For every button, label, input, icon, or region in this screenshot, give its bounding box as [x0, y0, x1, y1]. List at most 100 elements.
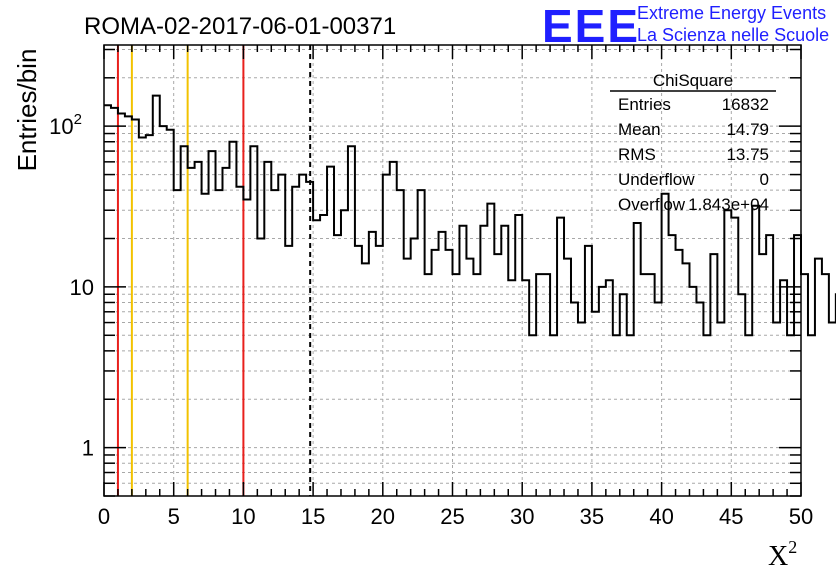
- histogram-bin: [794, 235, 801, 496]
- histogram-bin: [139, 138, 146, 496]
- stats-label: RMS: [618, 145, 656, 164]
- histogram-bin: [536, 274, 543, 496]
- chart-title: ROMA-02-2017-06-01-00371: [84, 13, 396, 40]
- histogram-bin: [752, 206, 759, 496]
- histogram-bin: [160, 126, 167, 496]
- histogram-bin: [508, 280, 515, 496]
- histogram-bin: [222, 168, 229, 496]
- histogram-bin: [383, 175, 390, 496]
- stats-value: 14.79: [726, 120, 769, 139]
- histogram-bin: [376, 246, 383, 496]
- histogram-bin: [118, 113, 125, 496]
- histogram-bin: [564, 259, 571, 496]
- x-tick-label: 10: [231, 504, 255, 529]
- histogram-bin: [634, 223, 641, 496]
- histogram-bin: [439, 232, 446, 496]
- histogram-bin: [773, 323, 780, 496]
- histogram-bin: [710, 254, 717, 496]
- histogram-bin: [717, 323, 724, 496]
- histogram-bin: [313, 220, 320, 496]
- histogram-bin: [613, 335, 620, 496]
- x-tick-label: 5: [168, 504, 180, 529]
- histogram-bin: [731, 218, 738, 496]
- histogram-bin: [724, 210, 731, 496]
- axis-ticks: [103, 45, 802, 497]
- histogram-bin: [662, 194, 669, 496]
- histogram-series: [104, 94, 836, 337]
- histogram-bin: [390, 162, 397, 496]
- histogram-bin: [669, 235, 676, 496]
- histogram-bin: [466, 259, 473, 496]
- histogram-bin: [571, 302, 578, 496]
- x-tick-label: 30: [510, 504, 534, 529]
- histogram-bin: [397, 190, 404, 496]
- histogram-bin: [195, 162, 202, 496]
- x-tick-label: 45: [719, 504, 743, 529]
- histogram-bin: [620, 294, 627, 496]
- y-tick-label: 10: [70, 275, 94, 300]
- histogram-bin: [446, 250, 453, 496]
- histogram-bin: [480, 226, 487, 496]
- histogram-bin: [522, 280, 529, 496]
- stats-label: Underflow: [618, 170, 695, 189]
- x-tick-label: 20: [371, 504, 395, 529]
- histogram-bin: [592, 312, 599, 496]
- histogram-bin: [808, 335, 815, 496]
- histogram-bin: [425, 274, 432, 496]
- stats-value: 13.75: [726, 145, 769, 164]
- histogram-bin: [327, 167, 334, 496]
- histogram-bin: [487, 204, 494, 496]
- histogram-bin: [676, 250, 683, 496]
- stats-label: Mean: [618, 120, 661, 139]
- histogram-bin: [257, 239, 264, 496]
- logo-line1: Extreme Energy Events: [637, 3, 826, 23]
- histogram-bin: [236, 187, 243, 496]
- histogram-bin: [822, 274, 829, 496]
- histogram-bin: [515, 215, 522, 496]
- histogram-bin: [599, 287, 606, 496]
- histogram-bin: [299, 175, 306, 496]
- y-tick-labels: 1 10 102: [49, 111, 94, 460]
- histogram-bin: [494, 254, 501, 496]
- histogram-bin: [655, 302, 662, 496]
- histogram-bin: [362, 263, 369, 496]
- histogram-bin: [188, 168, 195, 496]
- histogram-bin: [683, 263, 690, 496]
- histogram-bin: [250, 146, 257, 496]
- histogram-bin: [229, 142, 236, 496]
- x-tick-label: 0: [98, 504, 110, 529]
- histogram-bin: [418, 190, 425, 496]
- grid: [104, 45, 801, 497]
- histogram-bin: [578, 323, 585, 496]
- histogram-bin: [271, 190, 278, 496]
- x-tick-label: 35: [580, 504, 604, 529]
- histogram-bin: [648, 274, 655, 496]
- histogram-bin: [766, 235, 773, 496]
- x-tick-labels: 0 5 10 15 20 25 30 35 40 45 50: [98, 504, 813, 529]
- histogram-bin: [501, 226, 508, 496]
- reference-lines: [116, 45, 312, 496]
- histogram-bin: [306, 182, 313, 496]
- histogram-bin: [348, 146, 355, 496]
- histogram-bin: [146, 135, 153, 496]
- histogram-bin: [703, 335, 710, 496]
- histogram-bin: [243, 199, 250, 496]
- histogram-bin: [181, 146, 188, 496]
- stats-title: ChiSquare: [653, 71, 733, 90]
- histogram-bin: [585, 246, 592, 496]
- y-tick-label: 1: [82, 436, 94, 461]
- x-axis-title-base: X: [768, 541, 788, 572]
- histogram-bin: [411, 239, 418, 496]
- histogram-bin: [153, 96, 160, 496]
- histogram-bin: [209, 151, 216, 496]
- histogram-bin: [550, 335, 557, 496]
- y-axis-title: Entries/bin: [12, 49, 42, 172]
- histogram-bin: [202, 194, 209, 496]
- histogram-bin: [627, 335, 634, 496]
- histogram-bin: [453, 274, 460, 496]
- histogram-bin: [355, 246, 362, 496]
- histogram-bin: [780, 280, 787, 496]
- x-tick-label: 15: [301, 504, 325, 529]
- histogram-bin: [174, 190, 181, 496]
